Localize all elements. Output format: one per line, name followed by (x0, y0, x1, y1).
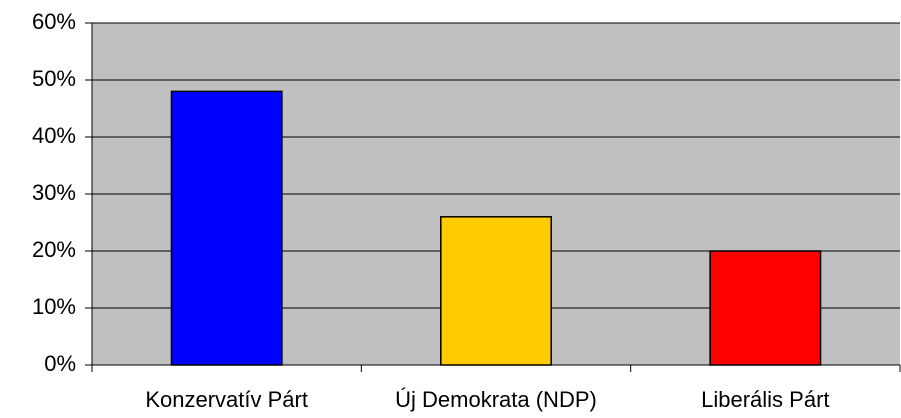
y-tick-label: 40% (32, 123, 76, 148)
y-tick-label: 10% (32, 294, 76, 319)
y-tick-label: 50% (32, 66, 76, 91)
y-tick-label: 20% (32, 237, 76, 262)
y-tick-label: 60% (32, 9, 76, 34)
y-tick-label: 30% (32, 180, 76, 205)
y-tick-label: 0% (44, 351, 76, 376)
x-tick-label: Új Demokrata (NDP) (395, 387, 597, 412)
bar (440, 216, 552, 366)
x-tick-label: Liberális Párt (701, 387, 829, 412)
x-tick-label: Konzervatív Párt (145, 387, 308, 412)
bar (170, 90, 283, 366)
bar (709, 250, 822, 366)
